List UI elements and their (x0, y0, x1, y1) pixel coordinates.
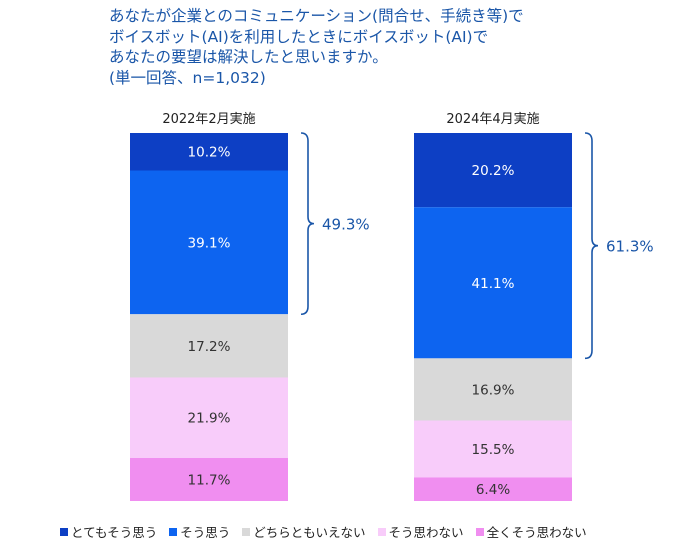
data-label-1-2: 39.1% (188, 235, 231, 251)
legend-label: どちらともいえない (253, 525, 366, 540)
legend-item-3: どちらともいえない (242, 522, 366, 541)
bar-segment-1-4 (130, 377, 288, 458)
bar-segment-2-4 (414, 420, 572, 478)
data-label-1-4: 21.9% (188, 411, 231, 427)
bracket-1 (300, 132, 315, 316)
data-label-2-4: 15.5% (472, 442, 515, 458)
bar-segment-1-2 (130, 170, 288, 315)
legend-swatch (475, 527, 484, 536)
bracket-total-2: 61.3% (606, 238, 654, 256)
title-line-3: あなたの要望は解決したと思いますか。 (109, 48, 388, 66)
data-label-1-3: 17.2% (188, 339, 231, 355)
bar-segment-2-1 (414, 133, 572, 208)
legend-item-1: とてもそう思う (60, 522, 157, 541)
bar-segment-1-1 (130, 133, 288, 171)
legend-swatch (377, 527, 386, 536)
data-label-2-2: 41.1% (472, 276, 515, 292)
legend-item-5: 全くそう思わない (475, 522, 587, 541)
legend-label: そう思う (180, 525, 231, 540)
chart-title: あなたが企業とのコミュニケーション(問合せ、手続き等)で ボイスボット(AI)を… (109, 6, 669, 88)
data-label-1-5: 11.7% (188, 472, 231, 488)
legend-item-4: そう思わない (377, 522, 464, 541)
legend-swatch (242, 527, 251, 536)
bar-segment-2-2 (414, 207, 572, 359)
bar-segment-2-5 (414, 477, 572, 501)
data-label-2-3: 16.9% (472, 382, 515, 398)
bar-segment-1-3 (130, 314, 288, 378)
legend-label: とてもそう思う (71, 525, 158, 540)
bar-segment-1-5 (130, 457, 288, 501)
chart-legend: とてもそう思う そう思う どちらともいえない そう思わない 全くそう思わない (60, 522, 680, 541)
legend-swatch (60, 527, 68, 536)
title-line-1: あなたが企業とのコミュニケーション(問合せ、手続き等)で (109, 7, 524, 25)
legend-label: そう思わない (388, 525, 464, 540)
data-label-1-1: 10.2% (188, 145, 231, 161)
legend-label: 全くそう思わない (486, 525, 587, 540)
data-label-2-5: 6.4% (476, 482, 510, 498)
bar-segment-2-3 (414, 358, 572, 421)
data-label-2-1: 20.2% (472, 163, 515, 179)
legend-item-2: そう思う (169, 522, 230, 541)
category-label-2: 2024年4月実施 (446, 111, 539, 127)
title-line-4: (単一回答、n=1,032) (109, 68, 266, 87)
bracket-total-1: 49.3% (322, 216, 370, 234)
title-line-2: ボイスボット(AI)を利用したときにボイスボット(AI)で (109, 27, 489, 46)
category-label-1: 2022年2月実施 (162, 111, 255, 127)
legend-swatch (169, 527, 178, 536)
bracket-2 (584, 132, 599, 360)
